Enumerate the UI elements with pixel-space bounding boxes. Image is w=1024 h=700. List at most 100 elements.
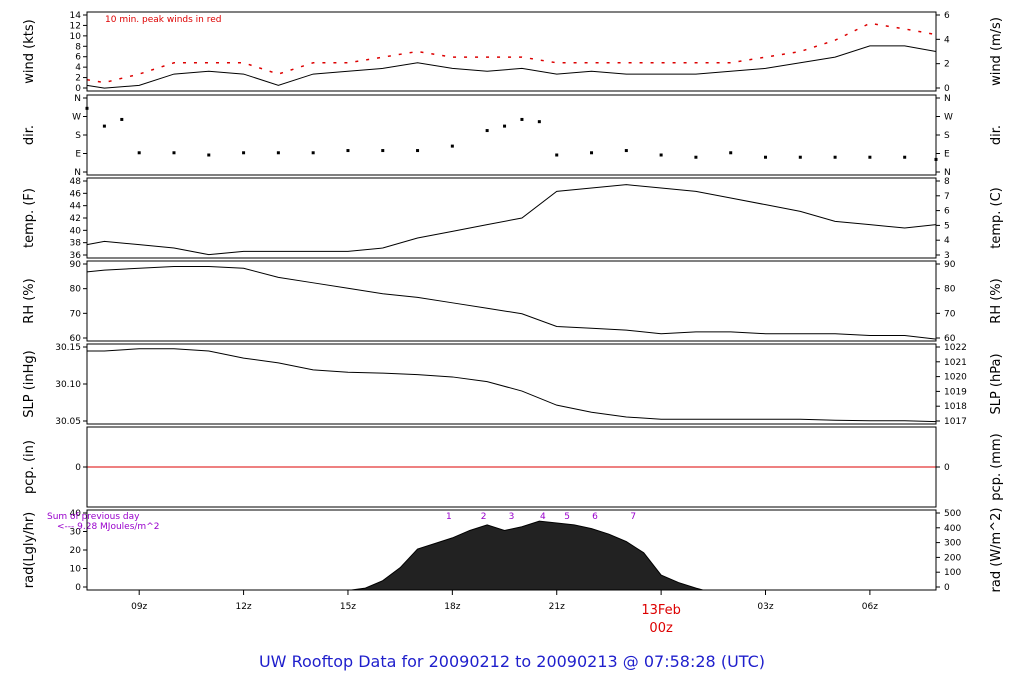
scatter-point bbox=[207, 153, 211, 157]
right-tick-label: 60 bbox=[944, 334, 956, 344]
left-tick-label: 40 bbox=[70, 509, 82, 519]
left-tick-label: 40 bbox=[70, 226, 82, 236]
left-tick-label: 36 bbox=[70, 251, 82, 261]
right-tick-label: 8 bbox=[944, 177, 950, 187]
left-axis-label: pcp. (in) bbox=[22, 440, 37, 494]
chart-title: UW Rooftop Data for 20090212 to 20090213… bbox=[259, 652, 765, 671]
right-tick-label: 200 bbox=[944, 553, 961, 563]
hour-mark: 7 bbox=[630, 512, 636, 522]
right-tick-label: 1017 bbox=[944, 417, 967, 427]
right-tick-label: 1018 bbox=[944, 402, 967, 412]
right-tick-label: N bbox=[944, 168, 951, 178]
left-tick-label: 30.05 bbox=[55, 417, 81, 427]
left-tick-label: 90 bbox=[70, 260, 82, 270]
scatter-point bbox=[102, 124, 106, 128]
right-axis-label: pcp. (mm) bbox=[989, 433, 1004, 500]
hour-mark: 1 bbox=[446, 512, 452, 522]
scatter-point bbox=[503, 124, 507, 128]
sum-annotation: <--- 9.28 MJoules/m^2 bbox=[57, 522, 159, 532]
right-tick-label: S bbox=[944, 131, 950, 141]
series-line bbox=[86, 184, 937, 256]
scatter-point bbox=[537, 120, 541, 124]
right-tick-label: 3 bbox=[944, 251, 950, 261]
left-tick-label: 8 bbox=[75, 42, 81, 52]
left-axis-label: RH (%) bbox=[22, 278, 37, 323]
right-tick-label: 1019 bbox=[944, 387, 967, 397]
scatter-point bbox=[694, 155, 698, 159]
right-tick-label: 1021 bbox=[944, 358, 967, 368]
scatter-point bbox=[798, 155, 802, 159]
right-tick-label: 500 bbox=[944, 509, 961, 519]
series-line-1 bbox=[86, 22, 937, 84]
hour-mark: 3 bbox=[509, 512, 515, 522]
x-tick-label: 15z bbox=[340, 602, 356, 612]
hour-mark: 6 bbox=[592, 512, 598, 522]
right-axis-label: RH (%) bbox=[989, 278, 1004, 323]
scatter-point bbox=[346, 149, 350, 153]
left-tick-label: 0 bbox=[75, 583, 81, 593]
scatter-point bbox=[485, 129, 489, 133]
right-tick-label: 400 bbox=[944, 524, 961, 534]
scatter-point bbox=[242, 151, 246, 155]
right-tick-label: E bbox=[944, 150, 950, 160]
left-tick-label: 0 bbox=[75, 84, 81, 94]
left-tick-label: 38 bbox=[70, 239, 82, 249]
x-tick-label: 18z bbox=[444, 602, 460, 612]
scatter-point bbox=[729, 151, 733, 155]
left-tick-label: N bbox=[74, 94, 81, 104]
left-tick-label: 30.10 bbox=[55, 380, 81, 390]
series-line bbox=[87, 348, 937, 423]
hour-mark: 5 bbox=[564, 512, 570, 522]
left-tick-label: 42 bbox=[70, 214, 81, 224]
panel-frame bbox=[86, 177, 937, 259]
scatter-point bbox=[624, 149, 628, 153]
right-tick-label: N bbox=[944, 94, 951, 104]
scatter-point bbox=[450, 144, 454, 148]
right-tick-label: 0 bbox=[944, 583, 950, 593]
scatter-point bbox=[520, 117, 524, 121]
radiation-area bbox=[351, 520, 704, 591]
left-axis-label: temp. (F) bbox=[22, 188, 37, 248]
scatter-point bbox=[590, 151, 594, 155]
left-tick-label: 60 bbox=[70, 334, 82, 344]
scatter-point bbox=[416, 149, 420, 153]
panel-annotation: 10 min. peak winds in red bbox=[105, 15, 222, 25]
hour-mark: 4 bbox=[540, 512, 546, 522]
hour-mark: 2 bbox=[481, 512, 487, 522]
left-axis-label: SLP (inHg) bbox=[22, 350, 37, 418]
right-tick-label: 80 bbox=[944, 285, 956, 295]
series-line bbox=[86, 265, 937, 340]
scatter-point bbox=[833, 155, 837, 159]
left-axis-label: dir. bbox=[22, 125, 37, 145]
right-tick-label: 6 bbox=[944, 11, 950, 21]
right-tick-label: 0 bbox=[944, 463, 950, 473]
panel-frame bbox=[86, 94, 937, 176]
panel-3: 60 70 80 90 60 70 80 90 RH (%) RH (%) bbox=[22, 260, 1004, 344]
left-tick-label: 70 bbox=[70, 309, 82, 319]
right-tick-label: 7 bbox=[944, 192, 950, 202]
right-axis-label: SLP (hPa) bbox=[989, 353, 1004, 414]
x-tick-label: 06z bbox=[862, 602, 878, 612]
left-tick-label: W bbox=[72, 113, 81, 123]
panel-4: 30.05 30.10 30.15 1017 1018 1019 1020 1021 1022 S… bbox=[22, 343, 1004, 427]
left-tick-label: 44 bbox=[70, 202, 82, 212]
left-tick-label: 30 bbox=[70, 528, 82, 538]
panel-frame bbox=[86, 426, 937, 508]
scatter-point bbox=[659, 153, 663, 157]
right-tick-label: 300 bbox=[944, 539, 961, 549]
left-tick-label: 30.15 bbox=[55, 343, 81, 353]
right-tick-label: 70 bbox=[944, 309, 956, 319]
panel-frame bbox=[86, 11, 937, 92]
scatter-point bbox=[172, 151, 176, 155]
left-tick-label: 20 bbox=[70, 546, 82, 556]
left-tick-label: 80 bbox=[70, 285, 82, 295]
right-axis-label: temp. (C) bbox=[989, 187, 1004, 249]
scatter-point bbox=[555, 153, 559, 157]
right-tick-label: W bbox=[944, 113, 953, 123]
x-tick-label: 21z bbox=[549, 602, 565, 612]
panel-5: 0 0 pcp. (in) pcp. (mm) bbox=[22, 426, 1004, 508]
scatter-point bbox=[276, 151, 280, 155]
left-axis-label: rad(Lgly/hr) bbox=[22, 512, 37, 588]
